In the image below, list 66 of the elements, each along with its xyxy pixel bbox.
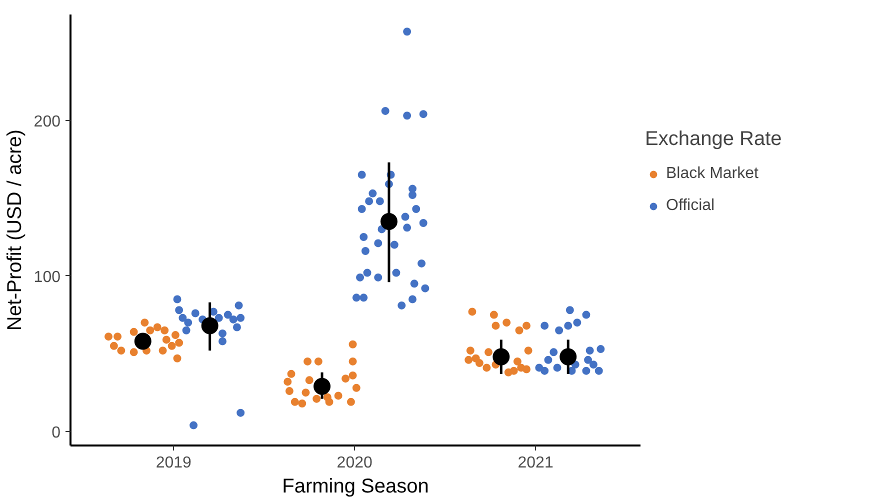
point [285,387,294,396]
y-tick-label: 100 [34,268,61,286]
point [146,326,154,334]
y-axis-title: Net-Profit (USD / acre) [4,129,26,331]
point [492,348,510,366]
point [173,354,182,362]
point [305,376,314,384]
point [117,346,126,355]
point [380,212,398,230]
point [325,398,334,406]
point [490,310,498,319]
point [290,398,299,406]
point [348,371,357,380]
legend-title: Exchange Rate [645,128,782,151]
point [348,340,357,348]
point [346,398,355,406]
point [130,348,138,356]
point [314,357,322,366]
point [162,336,170,344]
point [524,346,532,355]
point [352,384,360,392]
point [114,332,122,341]
x-tick-label: 2020 [336,454,372,472]
point [492,322,500,330]
x-tick-label: 2019 [156,454,192,472]
point [464,356,473,364]
point [513,357,522,366]
point [510,366,518,375]
point [472,354,480,362]
point [482,364,491,372]
point [104,332,112,341]
point [348,357,357,366]
y-tick-label: 200 [34,113,61,130]
point [201,317,218,334]
point [466,346,474,355]
point [168,342,176,350]
point [110,342,118,350]
point [160,326,169,334]
point [130,328,138,336]
point [284,378,292,386]
legend-label: Black Market [666,165,758,183]
point [560,348,577,366]
point [140,318,149,327]
point [312,394,321,403]
point [314,378,331,395]
point [158,346,167,355]
point [522,365,530,374]
point [302,388,310,397]
legend-label: Official [666,197,715,215]
point [298,399,306,408]
point [484,348,492,356]
y-tick-label: 0 [52,424,61,442]
point [153,323,162,332]
point [342,374,350,383]
point [522,322,530,330]
point [502,318,511,327]
x-tick-label: 2021 [518,454,554,472]
point [515,326,524,334]
point [175,338,184,347]
point [468,308,476,316]
point [171,331,180,340]
point [304,357,312,366]
point [334,392,342,400]
point [134,332,152,350]
point [287,370,296,378]
x-axis-title: Farming Season [282,476,429,498]
